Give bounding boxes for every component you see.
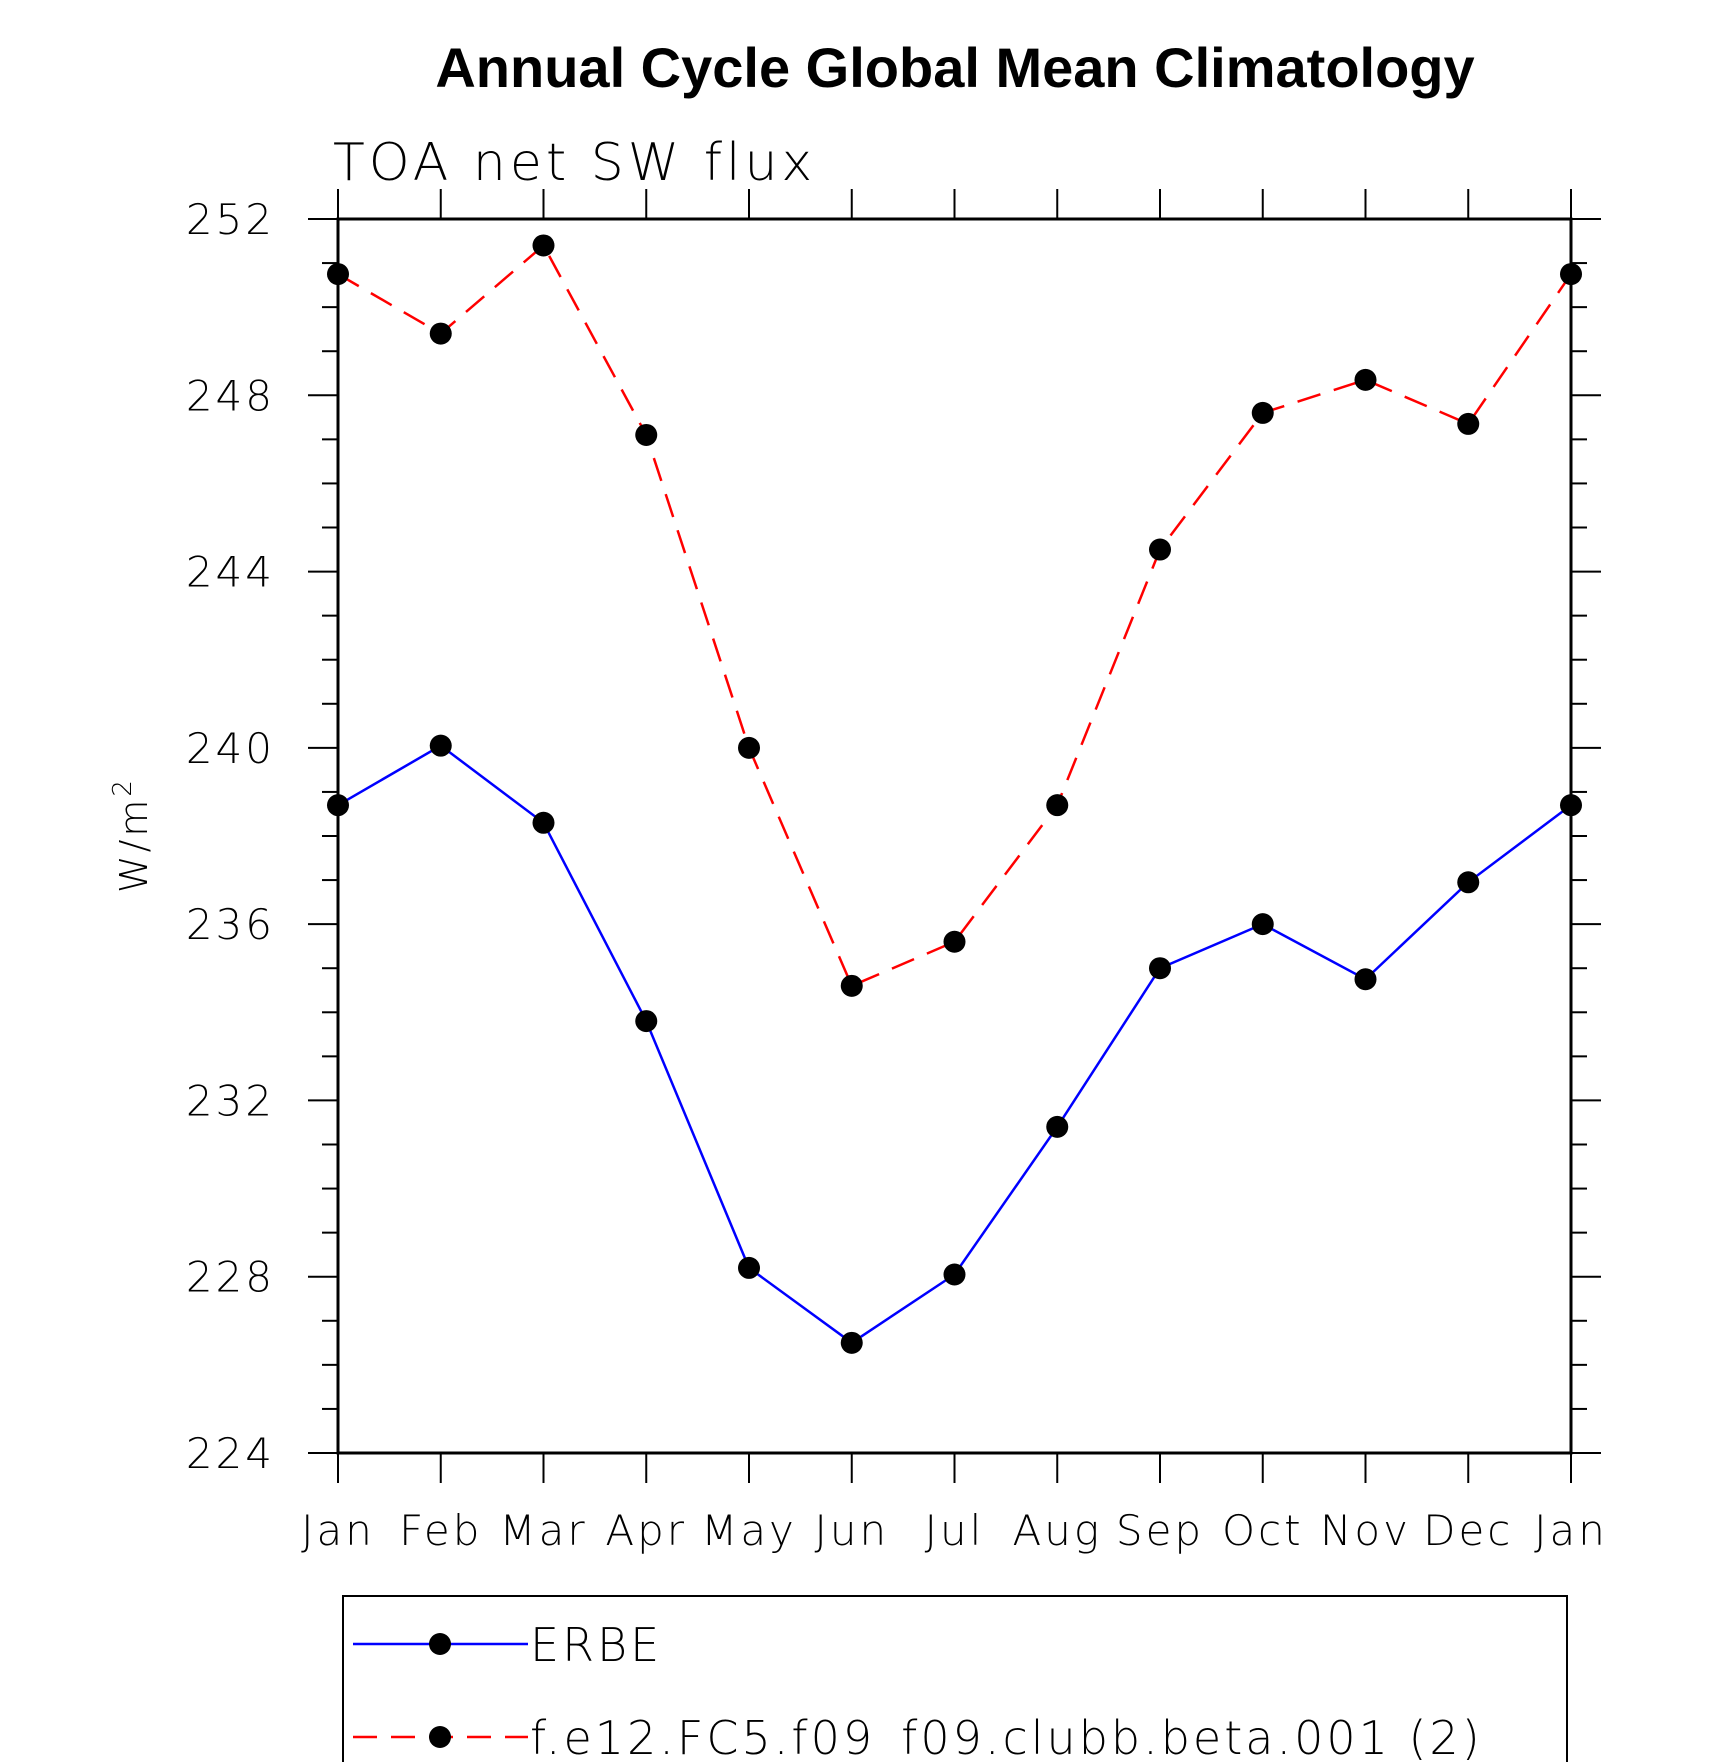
series-1-point	[1149, 538, 1171, 561]
series-1-point	[1560, 263, 1582, 286]
y-tick-label: 228	[186, 1253, 275, 1302]
y-axis-ticks	[308, 218, 1601, 1454]
x-tick-label: Sep	[1116, 1506, 1204, 1555]
x-tick-label: Jan	[1534, 1506, 1608, 1555]
series-1-point	[327, 263, 349, 286]
series-0-point	[1560, 794, 1582, 817]
series-1-point	[840, 974, 863, 997]
series-1-point	[1251, 401, 1274, 424]
series-1-point	[1457, 412, 1480, 435]
y-tick-label: 244	[186, 548, 275, 597]
series-0-point	[429, 734, 452, 757]
legend: ERBE f.e12.FC5.f09_f09.clubb.beta.001 (2…	[342, 1595, 1568, 1762]
chart-subtitle: TOA net SW flux	[333, 133, 816, 193]
x-tick-label: Nov	[1320, 1506, 1411, 1555]
y-tick-label: 252	[186, 195, 275, 244]
y-axis-label-superscript: 2	[108, 777, 138, 797]
x-tick-label: Dec	[1423, 1506, 1513, 1555]
series-line-1	[337, 243, 1573, 988]
series-0-point	[1251, 913, 1274, 936]
x-tick-label: Feb	[399, 1506, 482, 1555]
x-axis-ticks	[337, 189, 1572, 1483]
y-axis-label: W/m2	[108, 777, 156, 893]
legend-entry-erbe: ERBE	[353, 1618, 662, 1672]
series-0-point	[1354, 968, 1377, 991]
legend-label-model: f.e12.FC5.f09_f09.clubb.beta.001 (2)	[530, 1711, 1483, 1762]
series-1-point	[635, 423, 658, 446]
x-tick-label: Aug	[1012, 1506, 1102, 1555]
legend-marker-model	[429, 1726, 451, 1748]
series-1-point	[1354, 368, 1377, 391]
svg-text:W/m2: W/m2	[108, 777, 156, 893]
x-tick-label: Mar	[499, 1506, 587, 1555]
series-points	[327, 234, 1582, 1354]
legend-label-erbe: ERBE	[530, 1618, 662, 1672]
series-0-point	[532, 811, 555, 834]
x-tick-label: Jul	[925, 1506, 985, 1555]
series-1-point	[943, 930, 966, 953]
chart-title: Annual Cycle Global Mean Climatology	[435, 36, 1474, 99]
x-tick-label: Jun	[814, 1506, 889, 1555]
legend-box	[342, 1595, 1568, 1762]
legend-entry-model: f.e12.FC5.f09_f09.clubb.beta.001 (2)	[353, 1711, 1483, 1762]
y-tick-label: 240	[186, 724, 275, 773]
y-tick-label: 232	[186, 1076, 275, 1125]
series-0-point	[1046, 1115, 1069, 1138]
series-1-point	[1046, 794, 1069, 817]
series-1-point	[532, 234, 555, 257]
y-tick-label: 224	[186, 1429, 275, 1478]
y-axis-label-text: W/m	[112, 797, 156, 893]
series-1-point	[429, 322, 452, 345]
x-tick-label: Oct	[1222, 1506, 1304, 1555]
y-tick-label: 236	[186, 900, 275, 949]
y-tick-label: 248	[186, 371, 275, 420]
series-0-point	[327, 794, 349, 817]
x-axis-tick-labels: Jan Feb Mar Apr May Jun Jul Aug Sep Oct Nov Dec Jan	[301, 1506, 1608, 1555]
series-0-point	[840, 1331, 863, 1354]
series-1-point	[738, 736, 760, 759]
series-0-point	[1457, 871, 1480, 894]
y-axis-tick-labels: 224 228 232 236 240 244 248 252	[186, 195, 275, 1478]
series-0-point	[635, 1010, 658, 1033]
x-tick-label: Apr	[605, 1506, 687, 1555]
x-tick-label: May	[701, 1506, 797, 1555]
series-0-point	[1149, 957, 1171, 980]
plot-area	[308, 189, 1601, 1483]
series-0-point	[943, 1263, 966, 1286]
series-0-point	[738, 1256, 760, 1279]
x-tick-label: Jan	[301, 1506, 375, 1555]
legend-marker-erbe	[429, 1633, 451, 1655]
series-lines	[337, 243, 1573, 1345]
series-line-0	[337, 744, 1572, 1345]
